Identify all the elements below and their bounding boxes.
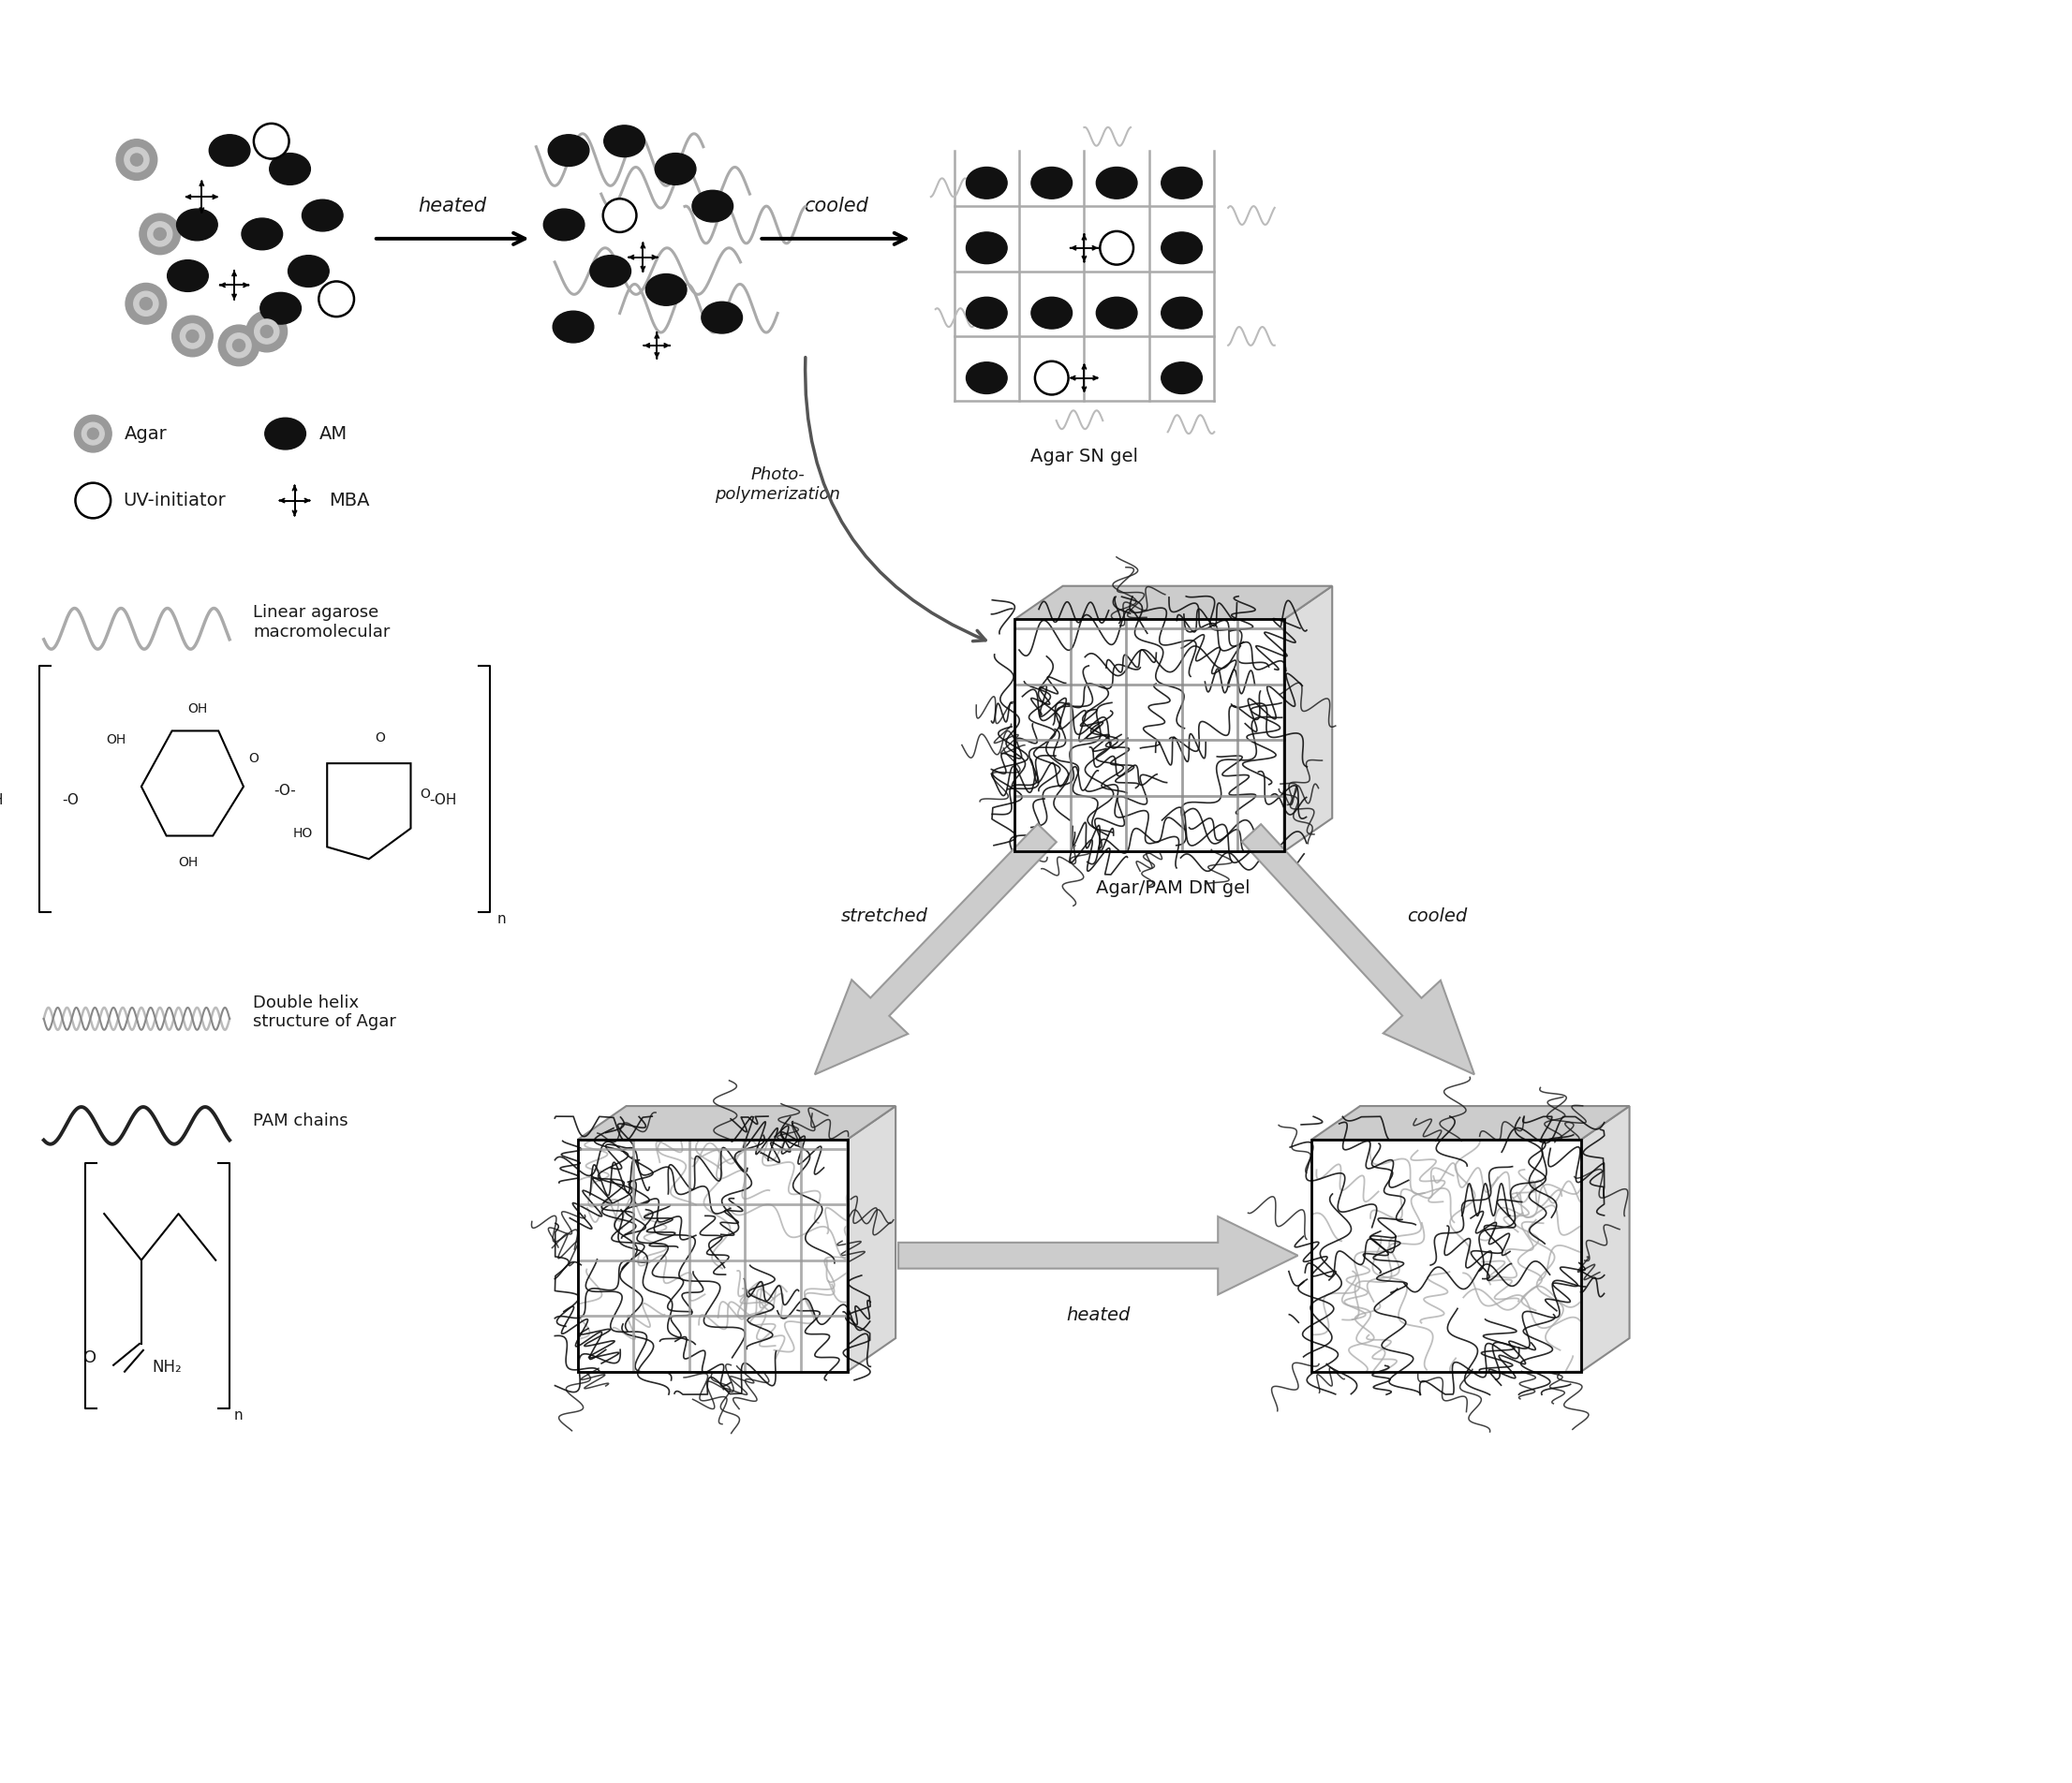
Ellipse shape [549,136,588,166]
Ellipse shape [591,255,630,287]
FancyArrow shape [814,824,1057,1075]
Circle shape [319,282,354,317]
Text: OH: OH [186,703,207,715]
Circle shape [218,325,259,366]
Ellipse shape [209,136,251,166]
Circle shape [75,483,110,519]
Ellipse shape [288,255,329,287]
Polygon shape [1312,1105,1629,1139]
Text: OH: OH [106,733,126,747]
Circle shape [261,325,274,337]
Ellipse shape [1160,298,1202,328]
Circle shape [135,291,157,316]
Circle shape [87,428,99,439]
Text: heated: heated [419,196,487,216]
Ellipse shape [303,200,342,232]
Text: Agar SN gel: Agar SN gel [1030,448,1138,465]
Bar [1312,1139,1581,1371]
Circle shape [75,415,112,453]
Circle shape [232,339,244,351]
Ellipse shape [1096,298,1138,328]
Circle shape [126,283,166,325]
Text: HO: HO [294,827,313,840]
Circle shape [1100,232,1133,264]
Circle shape [147,221,172,246]
Ellipse shape [269,153,311,185]
Bar [578,1139,847,1371]
Circle shape [139,298,151,310]
Text: OH: OH [178,856,197,870]
Ellipse shape [966,232,1007,264]
Circle shape [247,310,288,351]
Circle shape [180,325,205,348]
Text: Photo-
polymerization: Photo- polymerization [715,467,841,503]
Text: O: O [249,752,259,765]
Text: stretched: stretched [841,908,928,925]
Text: -OH: -OH [429,793,456,808]
Polygon shape [578,1105,895,1139]
Ellipse shape [242,218,282,250]
Text: Linear agarose
macromolecular: Linear agarose macromolecular [253,604,390,640]
Ellipse shape [1160,232,1202,264]
Circle shape [255,319,280,344]
Text: NH₂: NH₂ [153,1359,182,1375]
Ellipse shape [261,292,300,325]
Text: UV-initiator: UV-initiator [122,492,226,510]
Polygon shape [1015,587,1332,619]
Polygon shape [1285,587,1332,852]
Text: O: O [421,788,431,801]
Ellipse shape [692,191,733,221]
Text: cooled: cooled [1407,908,1467,925]
Ellipse shape [543,209,584,241]
Ellipse shape [1032,298,1071,328]
Ellipse shape [1160,168,1202,198]
Text: H: H [0,793,2,808]
Bar [1015,619,1285,852]
Text: PAM chains: PAM chains [253,1113,348,1129]
Ellipse shape [655,153,696,185]
Circle shape [186,330,199,342]
Text: Agar/PAM DN gel: Agar/PAM DN gel [1096,879,1251,897]
Ellipse shape [176,209,218,241]
Ellipse shape [553,310,595,342]
Ellipse shape [702,301,742,333]
FancyArrow shape [1241,824,1475,1075]
Circle shape [83,423,104,444]
Polygon shape [1581,1105,1629,1371]
Text: heated: heated [1067,1307,1129,1325]
Text: n: n [497,911,506,925]
Text: Double helix
structure of Agar: Double helix structure of Agar [253,995,396,1031]
Ellipse shape [265,417,307,449]
Text: cooled: cooled [804,196,868,216]
Ellipse shape [1096,168,1138,198]
Ellipse shape [966,168,1007,198]
Polygon shape [847,1105,895,1371]
Text: AM: AM [319,424,348,442]
Circle shape [226,333,251,358]
Circle shape [603,198,636,232]
Text: n: n [234,1409,242,1423]
Text: O: O [83,1350,97,1366]
Circle shape [153,228,166,241]
Circle shape [1034,362,1069,394]
Circle shape [124,148,149,171]
Ellipse shape [168,260,207,292]
Text: -O: -O [62,793,79,808]
Text: MBA: MBA [329,492,369,510]
Ellipse shape [646,275,686,305]
Ellipse shape [966,362,1007,394]
Ellipse shape [1160,362,1202,394]
Ellipse shape [1032,168,1071,198]
FancyArrow shape [899,1216,1297,1294]
Circle shape [253,123,288,159]
Text: O: O [375,731,385,745]
Circle shape [131,153,143,166]
Circle shape [172,316,213,357]
Circle shape [139,214,180,255]
Text: -O-: -O- [274,785,296,799]
Ellipse shape [603,125,644,157]
Circle shape [116,139,157,180]
Ellipse shape [966,298,1007,328]
Text: Agar: Agar [124,424,168,442]
